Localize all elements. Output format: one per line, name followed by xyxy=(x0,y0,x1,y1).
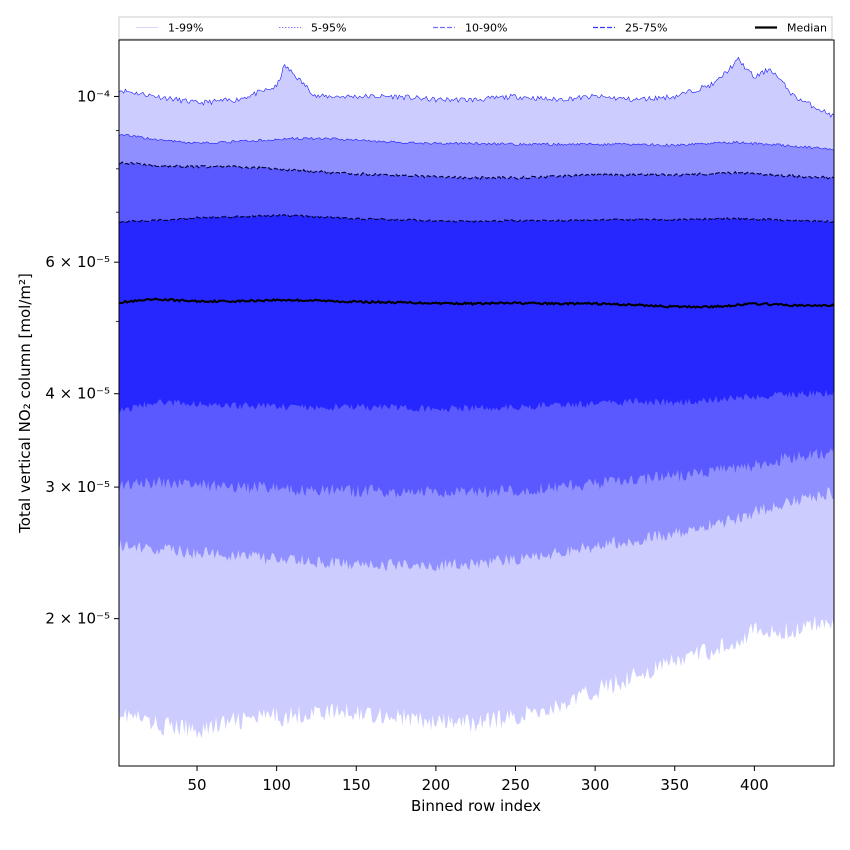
x-tick-label: 150 xyxy=(342,776,371,794)
legend-label: Median xyxy=(787,22,827,35)
band-25-75-fill xyxy=(119,214,834,415)
y-axis: 2 × 10⁻⁵ 3 × 10⁻⁵ 4 × 10⁻⁵ 6 × 10⁻⁵ 10⁻⁴ xyxy=(45,87,119,628)
y-tick-label: 10⁻⁴ xyxy=(77,87,110,105)
x-tick-label: 100 xyxy=(262,776,291,794)
band-5-95-upper-line xyxy=(119,133,834,151)
y-tick-label: 6 × 10⁻⁵ xyxy=(45,253,110,271)
x-tick-label: 250 xyxy=(501,776,530,794)
x-axis: 50 100 150 200 250 300 350 400 xyxy=(187,766,769,794)
y-axis-label: Total vertical NO₂ column [mol/m²] xyxy=(16,273,34,534)
legend-label: 10-90% xyxy=(465,22,507,35)
legend: 1-99% 5-95% 10-90% 25-75% Median xyxy=(118,16,833,40)
bands-layer xyxy=(119,57,834,739)
y-tick-label: 2 × 10⁻⁵ xyxy=(45,610,110,628)
y-tick-label: 3 × 10⁻⁵ xyxy=(45,478,110,496)
legend-label: 5-95% xyxy=(311,22,346,35)
band-1-99-upper-line xyxy=(119,56,834,118)
plot-frame xyxy=(118,39,835,767)
x-tick-label: 50 xyxy=(187,776,206,794)
legend-label: 1-99% xyxy=(168,22,203,35)
x-tick-label: 350 xyxy=(660,776,689,794)
band-10-90-upper-line xyxy=(119,161,834,181)
band-25-75-upper-line xyxy=(119,213,834,224)
lines-layer xyxy=(119,56,834,309)
median-line xyxy=(119,297,834,309)
x-tick-label: 300 xyxy=(581,776,610,794)
x-axis-label: Binned row index xyxy=(411,797,541,815)
legend-label: 25-75% xyxy=(625,22,667,35)
legend-frame xyxy=(118,16,833,40)
y-tick-label: 4 × 10⁻⁵ xyxy=(45,385,110,403)
x-tick-label: 200 xyxy=(422,776,451,794)
x-tick-label: 400 xyxy=(740,776,769,794)
